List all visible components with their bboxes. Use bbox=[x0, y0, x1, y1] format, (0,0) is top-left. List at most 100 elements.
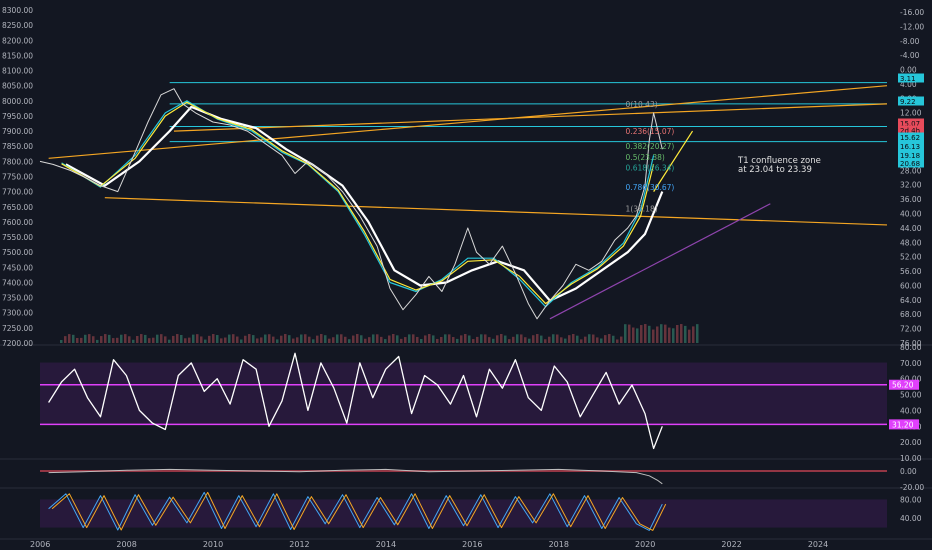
time-axis-tick-label: 2020 bbox=[635, 540, 655, 549]
volume-bar bbox=[164, 336, 167, 343]
volume-bar bbox=[440, 336, 443, 343]
volume-bar bbox=[96, 339, 99, 343]
volume-bar bbox=[88, 334, 91, 343]
volume-bar bbox=[560, 337, 563, 343]
time-axis-tick-label: 2006 bbox=[30, 540, 50, 549]
volume-bar bbox=[280, 335, 283, 343]
right-axis-badge-label: 15.07 bbox=[900, 120, 920, 128]
rsi-pane: 80.0070.0060.0050.0040.0030.0020.0010.00… bbox=[40, 343, 922, 463]
volume-bar bbox=[368, 337, 371, 343]
volume-bar bbox=[132, 339, 135, 343]
volume-bar bbox=[612, 335, 615, 343]
trend-line bbox=[173, 103, 888, 132]
volume-bar bbox=[588, 334, 591, 343]
volume-bar bbox=[212, 334, 215, 343]
left-axis-tick-label: 7800.00 bbox=[2, 157, 33, 166]
left-axis-tick-label: 8200.00 bbox=[2, 36, 33, 45]
right-axis-badge bbox=[898, 96, 924, 106]
volume-bar bbox=[144, 334, 147, 343]
osc-tick-label: 0.00 bbox=[900, 467, 917, 476]
fib-levels: 0(10.43) 0.236(15.07) 0.382(20.27) 0.5(23.3… bbox=[626, 100, 675, 213]
volume-bar bbox=[264, 334, 267, 343]
right-axis-badge-label: 9.22 bbox=[900, 98, 916, 106]
right-axis-tick-label: 64.00 bbox=[900, 296, 922, 305]
right-axis-tick-label: -12.00 bbox=[900, 22, 924, 31]
volume-bar bbox=[160, 334, 163, 343]
time-axis-tick-label: 2008 bbox=[116, 540, 136, 549]
volume-bar bbox=[352, 335, 355, 343]
right-axis-tick-label: 44.00 bbox=[900, 224, 922, 233]
volume-bar bbox=[624, 324, 627, 343]
volume-bar bbox=[568, 335, 571, 343]
volume-bar bbox=[516, 334, 519, 343]
rsi-level-badge bbox=[889, 419, 919, 430]
stochastic-pane: 80.00 40.00 bbox=[48, 491, 922, 531]
volume-bar bbox=[552, 334, 555, 343]
volume-bar bbox=[380, 336, 383, 343]
trend-line bbox=[653, 130, 694, 192]
volume-bar bbox=[404, 337, 407, 343]
volume-bar bbox=[640, 325, 643, 343]
volume-bar bbox=[692, 326, 695, 343]
right-axis-tick-label: 72.00 bbox=[900, 325, 922, 334]
volume-bar bbox=[492, 338, 495, 343]
volume-bar bbox=[696, 324, 699, 343]
left-axis-tick-label: 7650.00 bbox=[2, 203, 33, 212]
rsi-tick-label: 40.00 bbox=[900, 406, 922, 415]
volume-bar bbox=[548, 336, 551, 343]
volume-bar bbox=[84, 334, 87, 343]
left-axis-tick-label: 8050.00 bbox=[2, 82, 33, 91]
volume-bar bbox=[520, 334, 523, 343]
volume-bar bbox=[204, 339, 207, 343]
volume-bar bbox=[500, 334, 503, 343]
volume-bar bbox=[412, 334, 415, 343]
volume-bar bbox=[240, 339, 243, 343]
left-axis-tick-label: 7700.00 bbox=[2, 188, 33, 197]
volume-bar bbox=[116, 337, 119, 343]
left-axis-tick-label: 7750.00 bbox=[2, 173, 33, 182]
volume-bar bbox=[104, 334, 107, 343]
volume-bar bbox=[688, 329, 691, 343]
left-axis-tick-label: 8150.00 bbox=[2, 51, 33, 60]
annotation-text: T1 confluence zone bbox=[737, 156, 821, 166]
volume-bar bbox=[60, 340, 63, 343]
volume-bar bbox=[92, 336, 95, 343]
volume-bar bbox=[312, 339, 315, 343]
volume-bar bbox=[100, 336, 103, 343]
volume-bar bbox=[540, 335, 543, 343]
left-axis-tick-label: 8000.00 bbox=[2, 97, 33, 106]
left-axis-tick-label: 7950.00 bbox=[2, 112, 33, 121]
volume-bar bbox=[148, 338, 151, 343]
right-axis-tick-label: 68.00 bbox=[900, 310, 922, 319]
volume-bar bbox=[600, 338, 603, 343]
volume-bar bbox=[192, 334, 195, 343]
right-axis-tick-label: -4.00 bbox=[900, 51, 920, 60]
volume-bar bbox=[424, 335, 427, 343]
volume-bar bbox=[664, 324, 667, 343]
rsi-band bbox=[40, 362, 887, 425]
volume-bar bbox=[672, 328, 675, 343]
volume-bar bbox=[528, 338, 531, 343]
volume-bar bbox=[328, 338, 331, 343]
trend-lines bbox=[48, 85, 888, 320]
time-axis-tick-label: 2014 bbox=[376, 540, 396, 549]
volume-bar bbox=[196, 334, 199, 343]
volume-bar bbox=[200, 336, 203, 343]
volume-bar bbox=[464, 334, 467, 343]
left-axis-tick-label: 7300.00 bbox=[2, 309, 33, 318]
right-axis-tick-label: 60.00 bbox=[900, 281, 922, 290]
moving-averages bbox=[61, 100, 664, 308]
volume-bar bbox=[248, 334, 251, 343]
volume-bar bbox=[208, 335, 211, 343]
volume-bar bbox=[604, 335, 607, 343]
volume-bar bbox=[616, 339, 619, 343]
volume-bar bbox=[496, 335, 499, 343]
volume-bar bbox=[348, 339, 351, 343]
right-axis-tick-label: 28.00 bbox=[900, 166, 922, 175]
right-axis-tick-label: 0.00 bbox=[900, 66, 917, 75]
volume-bar bbox=[332, 337, 335, 343]
volume-bar bbox=[216, 335, 219, 343]
volume-bar bbox=[272, 336, 275, 343]
volume-bar bbox=[592, 334, 595, 343]
